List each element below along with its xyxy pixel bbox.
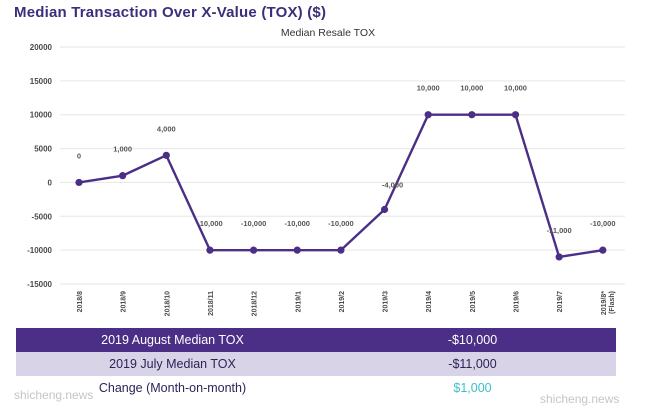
y-tick-label: -5000 [32, 212, 53, 221]
y-tick-label: -10000 [27, 246, 52, 255]
x-tick-label: 2018/12 [252, 291, 259, 316]
data-label: -11,000 [547, 226, 572, 235]
data-point [511, 111, 520, 119]
data-point [337, 246, 345, 254]
data-point [119, 172, 127, 180]
x-tick-label: 2018/10 [164, 291, 171, 316]
line-chart: 20000 15000 10000 5000 0 -5000 -10000 -15000 20… [27, 43, 625, 316]
data-point [293, 246, 301, 254]
data-point [599, 246, 607, 254]
summary-value: -$10,000 [329, 328, 616, 352]
data-label: -4,000 [382, 181, 403, 190]
summary-row: 2019 August Median TOX -$10,000 [16, 328, 616, 352]
data-point [250, 246, 258, 254]
series-line [78, 113, 603, 259]
data-point [555, 253, 563, 261]
summary-row: 2019 July Median TOX -$11,000 [16, 352, 616, 376]
summary-value: -$11,000 [329, 352, 616, 376]
data-point [424, 111, 432, 119]
watermark: shicheng.news [14, 388, 94, 402]
data-label: 10,000 [417, 84, 440, 93]
data-label: 0 [77, 151, 81, 160]
x-tick-label: 2019/8*(Flash) [601, 291, 616, 315]
y-tick-label: -15000 [27, 280, 52, 289]
summary-table: 2019 August Median TOX -$10,000 2019 Jul… [16, 328, 616, 400]
data-label: -10,000 [590, 219, 615, 228]
x-tick-label: 2019/3 [383, 291, 390, 313]
watermark: shicheng.news [540, 392, 620, 406]
data-label: 10,000 [504, 84, 527, 93]
data-point [162, 151, 170, 159]
x-tick-label: 2019/6 [514, 291, 521, 313]
y-tick-label: 5000 [34, 145, 52, 154]
data-point [380, 205, 389, 214]
y-tick-label: 20000 [30, 43, 53, 52]
data-label: 10,000 [460, 84, 483, 93]
y-tick-label: 10000 [30, 111, 53, 120]
summary-label: 2019 July Median TOX [16, 352, 329, 376]
data-label: -10,000 [328, 219, 353, 228]
data-label: 1,000 [113, 145, 132, 154]
x-tick-label: 2019/7 [557, 291, 564, 313]
y-tick-label: 15000 [30, 77, 53, 86]
data-point [468, 111, 476, 119]
data-label: -10,000 [241, 219, 266, 228]
x-tick-label: 2019/1 [295, 291, 302, 313]
data-label: -10,000 [197, 219, 222, 228]
x-tick-label: 2018/9 [121, 291, 128, 313]
chart-title: Median Resale TOX [280, 27, 376, 39]
x-tick-label: 2018/8 [77, 291, 84, 313]
summary-label: 2019 August Median TOX [16, 328, 329, 352]
data-label: -10,000 [285, 219, 310, 228]
summary-value: $1,000 [329, 376, 616, 400]
summary-row: Change (Month-on-month) $1,000 [16, 376, 616, 400]
data-point [75, 178, 83, 187]
summary-label: Change (Month-on-month) [16, 376, 329, 400]
data-point [206, 246, 214, 254]
x-tick-label: 2019/2 [339, 291, 346, 313]
page-title: Median Transaction Over X-Value (TOX) ($… [14, 4, 327, 21]
y-tick-label: 0 [48, 178, 53, 187]
x-tick-label: 2019/5 [470, 291, 477, 313]
x-tick-label: 2018/11 [208, 291, 215, 316]
x-tick-label: 2019/4 [426, 291, 433, 313]
data-label: 4,000 [157, 124, 176, 133]
